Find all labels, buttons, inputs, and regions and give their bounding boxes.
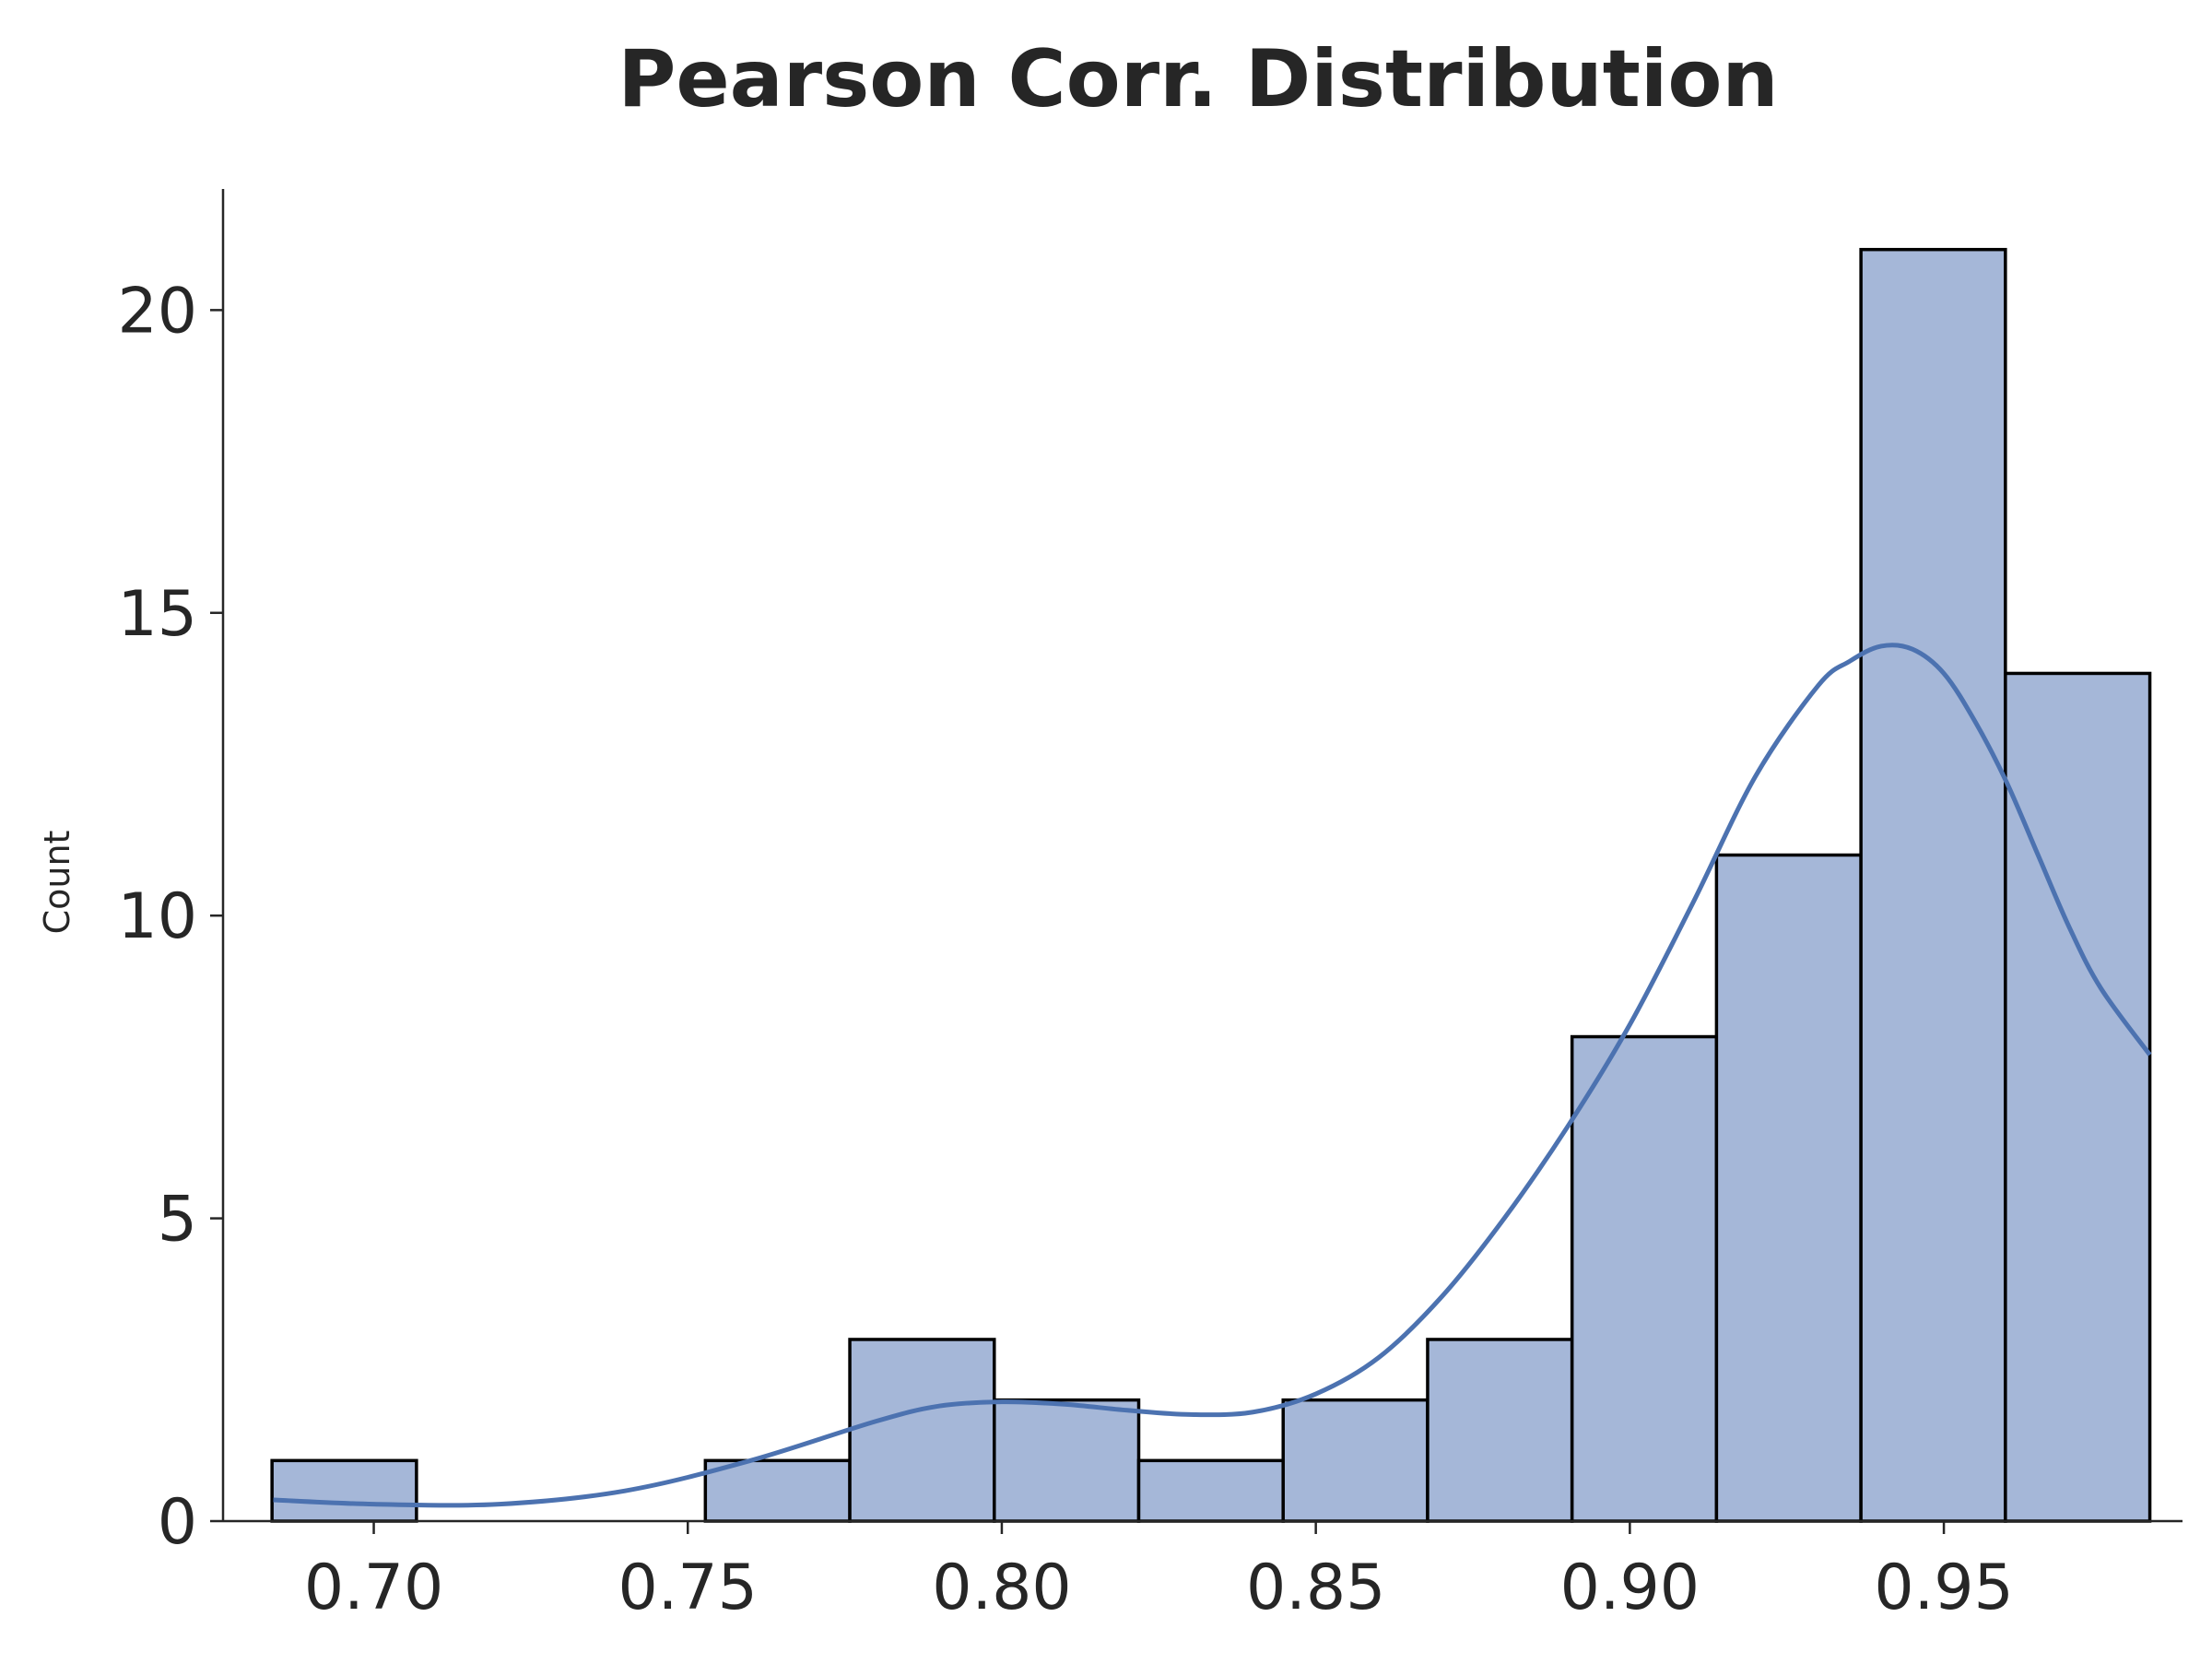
y-tick-label: 0 bbox=[158, 1486, 197, 1559]
histogram-bar-8 bbox=[1426, 1338, 1574, 1523]
x-tick-label: 0.90 bbox=[1560, 1552, 1700, 1624]
histogram-bar-10 bbox=[1714, 853, 1863, 1523]
histogram-bar-3 bbox=[703, 1458, 852, 1523]
y-tick-label: 15 bbox=[117, 578, 197, 651]
histogram-bar-9 bbox=[1570, 1034, 1719, 1523]
y-tick-label: 20 bbox=[117, 275, 197, 348]
histogram-bar-6 bbox=[1136, 1458, 1285, 1523]
kde-curve bbox=[273, 643, 2152, 1508]
histogram-bar-12 bbox=[2004, 671, 2152, 1523]
y-tick-label: 10 bbox=[117, 880, 197, 953]
axes-layer: 0 5 10 15 20 0.70 0.75 0.80 0.85 0.90 0.95 bbox=[117, 189, 2183, 1624]
histogram-bar-0 bbox=[270, 1458, 418, 1523]
x-tick-label: 0.85 bbox=[1246, 1552, 1385, 1624]
x-tick-label: 0.80 bbox=[932, 1552, 1071, 1624]
x-tick-label: 0.70 bbox=[304, 1552, 443, 1624]
kde-layer bbox=[273, 643, 2152, 1508]
histogram-bar-4 bbox=[848, 1338, 996, 1523]
histogram-bar-11 bbox=[1859, 247, 2007, 1523]
y-tick-label: 5 bbox=[158, 1184, 197, 1257]
histogram-bar-7 bbox=[1281, 1398, 1430, 1523]
bars-layer bbox=[270, 247, 2152, 1523]
histogram-bar-5 bbox=[993, 1398, 1141, 1523]
y-axis-label: Count bbox=[37, 831, 77, 935]
x-tick-label: 0.75 bbox=[618, 1552, 758, 1624]
chart-title: Pearson Corr. Distribution bbox=[618, 33, 1778, 125]
x-tick-label: 0.95 bbox=[1874, 1552, 2013, 1624]
